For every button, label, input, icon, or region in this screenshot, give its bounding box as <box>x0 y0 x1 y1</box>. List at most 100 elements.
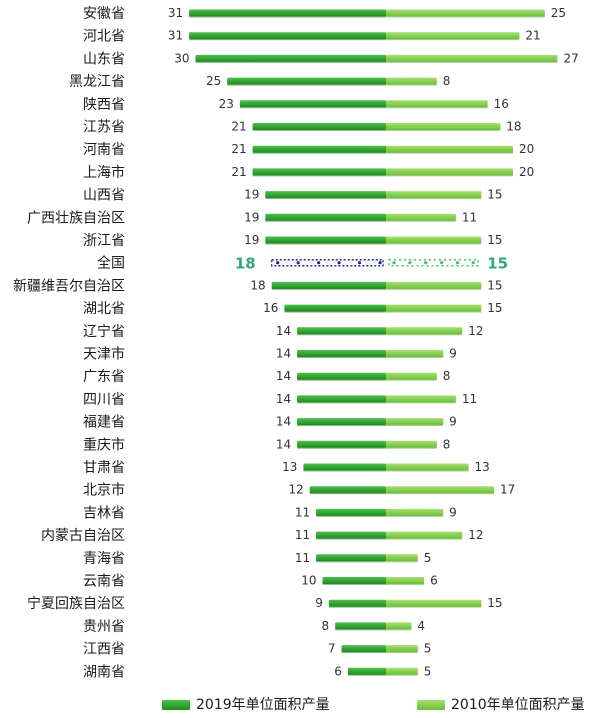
bar-2019 <box>265 236 386 244</box>
bar-2019 <box>271 281 386 289</box>
value-label-2010: 12 <box>468 324 483 338</box>
category-label: 安徽省 <box>83 6 125 22</box>
bar-2010-highlight-dot <box>439 261 444 265</box>
value-label-2010: 12 <box>468 528 483 542</box>
bar-2010 <box>386 667 418 675</box>
value-label-2010: 20 <box>519 142 534 156</box>
bar-2010 <box>386 327 463 335</box>
value-label-2010: 15 <box>487 301 502 315</box>
value-label-2019: 18 <box>235 255 256 273</box>
value-label-2019: 31 <box>168 6 183 20</box>
value-label-2019: 14 <box>276 324 291 338</box>
value-label-2010: 15 <box>487 278 502 292</box>
value-label-2019: 11 <box>295 528 310 542</box>
category-label: 浙江省 <box>83 233 125 249</box>
chart-marks: 安徽省 31 25 河北省 31 21 山东省 30 27 黑龙江省 25 8 陕西省 23 16 江苏省 21… <box>13 6 579 680</box>
bar-2010-highlight-dot <box>408 261 412 265</box>
bar-2010 <box>386 577 425 584</box>
bar-2010 <box>386 77 437 85</box>
category-label: 内蒙古自治区 <box>41 528 125 544</box>
bar-2019 <box>239 100 386 108</box>
chart-legend: 2019年单位面积产量 2010年单位面积产量 <box>162 697 585 713</box>
value-label-2019: 6 <box>334 664 342 678</box>
bar-2019-highlight-dot <box>357 261 362 265</box>
category-label: 吉林省 <box>83 505 125 521</box>
value-label-2010: 15 <box>487 188 502 202</box>
value-label-2019: 14 <box>276 437 291 451</box>
value-label-2019: 14 <box>276 392 291 406</box>
bar-2010 <box>386 100 488 108</box>
bar-2010 <box>386 350 444 357</box>
bar-2019 <box>297 395 386 403</box>
category-label: 北京市 <box>83 482 125 499</box>
value-label-2019: 12 <box>289 483 304 497</box>
value-label-2019: 19 <box>244 233 259 247</box>
bar-2010-highlight <box>388 258 479 267</box>
bar-2019-highlight <box>270 258 384 267</box>
bar-2019 <box>189 32 386 40</box>
value-label-2010: 9 <box>449 415 457 429</box>
bar-2019 <box>335 622 386 630</box>
value-label-2010: 9 <box>449 505 457 519</box>
legend-swatch-2010 <box>417 700 445 710</box>
category-label: 江西省 <box>83 642 125 658</box>
value-label-2019: 21 <box>231 165 246 179</box>
bar-2010 <box>386 599 482 607</box>
bar-2010 <box>386 168 513 176</box>
legend-swatch-2019 <box>162 700 190 710</box>
value-label-2010: 11 <box>462 392 477 406</box>
category-label: 湖南省 <box>83 664 125 680</box>
value-label-2010: 15 <box>487 233 502 247</box>
bar-2019 <box>297 350 386 357</box>
value-label-2019: 14 <box>276 415 291 429</box>
value-label-2010: 8 <box>443 437 451 451</box>
bar-2010 <box>386 32 520 40</box>
bar-2010 <box>386 418 444 426</box>
value-label-2019: 19 <box>244 210 259 224</box>
bar-2019 <box>316 531 386 539</box>
bar-2019 <box>265 213 386 221</box>
legend-label-2019: 2019年单位面积产量 <box>196 697 330 713</box>
bar-2019 <box>297 418 386 426</box>
value-label-2010: 4 <box>417 619 425 633</box>
bar-2010-highlight-dot <box>455 261 459 265</box>
bar-2010 <box>386 236 482 244</box>
bar-2019-highlight-dot <box>337 261 341 265</box>
bar-2019-highlight-dot <box>378 261 382 265</box>
bar-2010 <box>386 486 494 494</box>
category-label: 湖北省 <box>83 301 125 317</box>
value-label-2010: 5 <box>424 551 432 565</box>
bar-2019 <box>328 599 386 607</box>
value-label-2010: 5 <box>424 642 432 656</box>
value-label-2019: 18 <box>250 278 265 292</box>
bar-2010 <box>386 372 437 380</box>
bar-2019 <box>284 304 386 312</box>
category-label: 辽宁省 <box>83 323 125 340</box>
value-label-2019: 21 <box>231 142 246 156</box>
category-label: 贵州省 <box>83 619 125 635</box>
bar-2019-highlight-dot <box>317 261 321 265</box>
value-label-2019: 16 <box>263 301 278 315</box>
bar-2010 <box>386 645 418 653</box>
bar-2019 <box>322 577 386 584</box>
value-label-2019: 9 <box>315 596 323 610</box>
category-label: 黑龙江省 <box>69 74 125 90</box>
bar-2019-highlight-dot <box>276 261 280 265</box>
bar-2019-highlight-dot <box>296 261 300 265</box>
category-label: 甘肃省 <box>83 460 125 476</box>
category-label: 河南省 <box>83 142 125 158</box>
category-label: 青海省 <box>83 551 125 567</box>
value-label-2019: 10 <box>301 574 316 588</box>
value-label-2010: 15 <box>487 596 502 610</box>
bar-2019 <box>195 54 386 62</box>
category-label: 福建省 <box>83 415 125 431</box>
value-label-2019: 7 <box>328 642 336 656</box>
category-label: 新疆维吾尔自治区 <box>13 278 125 294</box>
category-label: 江苏省 <box>83 120 125 136</box>
value-label-2010: 15 <box>487 255 508 273</box>
category-label: 河北省 <box>83 29 125 45</box>
legend-label-2010: 2010年单位面积产量 <box>451 697 585 713</box>
bar-2010-highlight-dot <box>392 261 396 265</box>
value-label-2019: 11 <box>295 551 310 565</box>
value-label-2019: 31 <box>168 29 183 43</box>
